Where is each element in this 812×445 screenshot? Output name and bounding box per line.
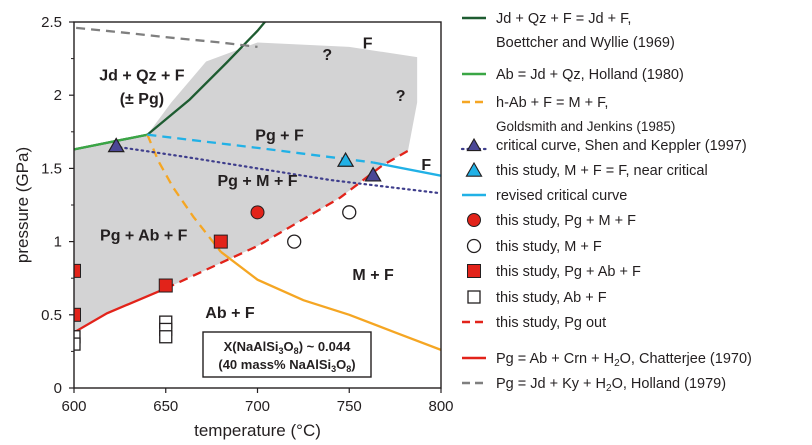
region-label-: ? — [396, 88, 406, 105]
curve-pg-ab-crn-h2o-chatterjee-1970 — [74, 287, 167, 334]
legend-h-ab-f-m-f-label: h-Ab + F = M + F, — [496, 95, 608, 111]
region-label-pg-f: Pg + F — [255, 128, 304, 145]
legend-this-study-m-f-swatch — [466, 238, 482, 254]
composition-line-1: X(NaAlSi3O8) ~ 0.044 — [224, 339, 352, 356]
curve-revised-critical-curve-solid — [372, 161, 441, 177]
y-axis-title: pressure (GPa) — [13, 147, 32, 263]
curve-h-ab-f-m-f-solid — [220, 250, 441, 351]
legend-revised-critical-curve-label: revised critical curve — [496, 188, 627, 204]
point-this-study-pg-ab-f-0 — [74, 263, 81, 278]
legend-pg-jd-ky-h2o-holland-1979-label: Pg = Jd + Ky + H2O, Holland (1979) — [496, 376, 726, 394]
region-label-jd-qz-f: Jd + Qz + F — [99, 68, 185, 85]
x-tick-label: 650 — [153, 398, 178, 415]
point-this-study-ab-f-4 — [159, 330, 173, 344]
composition-box — [202, 331, 372, 378]
x-tick-label: 750 — [337, 398, 362, 415]
x-tick-label: 700 — [245, 398, 270, 415]
legend-this-study-pg-ab-f-swatch — [467, 264, 481, 278]
legend-this-study-pg-ab-f-label: this study, Pg + Ab + F — [496, 264, 641, 280]
curve-revised-critical-curve — [147, 133, 374, 164]
point-this-study-m-f-1 — [342, 205, 357, 220]
curve-critical-curve-shen-and-keppler-1997 — [113, 145, 441, 195]
legend-h-ab-f-m-f-label-2: Goldsmith and Jenkins (1985) — [496, 119, 675, 134]
region-label-f: F — [363, 35, 373, 52]
legend-ab-jd-qz-holland-1980-label: Ab = Jd + Qz, Holland (1980) — [496, 67, 684, 83]
region-label-ab-f: Ab + F — [205, 305, 255, 322]
point-this-study-pg-m-f-0 — [250, 205, 265, 220]
point-this-study-ab-f-1 — [74, 337, 81, 351]
legend-this-study-pg-m-f-label: this study, Pg + M + F — [496, 213, 636, 229]
y-tick-label: 1 — [54, 234, 62, 251]
region-label-pg: (± Pg) — [120, 91, 164, 108]
legend-this-study-pg-m-f-swatch — [467, 213, 481, 227]
x-tick-label: 600 — [61, 398, 86, 415]
point-this-study-pg-ab-f-2 — [158, 278, 173, 293]
legend-pg-ab-crn-h2o-chatterjee-1970-label: Pg = Ab + Crn + H2O, Chatterjee (1970) — [496, 351, 752, 369]
legend-jd-qz-f-jd-f-label-2: Boettcher and Wyllie (1969) — [496, 35, 675, 51]
x-axis-title: temperature (°C) — [194, 421, 321, 440]
region-label-m-f: M + F — [352, 267, 394, 284]
y-tick-label: 0 — [54, 380, 62, 397]
legend-this-study-ab-f-swatch — [467, 290, 481, 304]
region-label-pg-m-f: Pg + M + F — [217, 173, 297, 190]
legend-critical-curve-shen-and-keppler-1997-label: critical curve, Shen and Keppler (1997) — [496, 138, 747, 154]
legend-this-study-m-f-f-near-critical-swatch — [465, 161, 483, 177]
legend-jd-qz-f-jd-f-label: Jd + Qz + F = Jd + F, — [496, 11, 631, 27]
legend-this-study-m-f-f-near-critical-label: this study, M + F = F, near critical — [496, 163, 708, 179]
point-this-study-pg-ab-f-3 — [213, 234, 228, 249]
point-critical-curve-shen-and-keppler-1997-0 — [107, 137, 125, 153]
y-tick-label: 1.5 — [41, 160, 62, 177]
pg-stability-region — [74, 42, 418, 333]
composition-line-2: (40 mass% NaAlSi3O8) — [218, 357, 355, 374]
point-this-study-m-f-f-near-critical-0 — [336, 151, 355, 167]
region-label-: ? — [322, 47, 332, 64]
legend-critical-curve-shen-and-keppler-1997-marker — [466, 137, 482, 152]
y-tick-label: 0.5 — [41, 307, 62, 324]
region-label-f: F — [421, 157, 431, 174]
legend-this-study-m-f-label: this study, M + F — [496, 239, 602, 255]
point-this-study-ab-f-0 — [74, 330, 81, 344]
region-label-pg-ab-f: Pg + Ab + F — [100, 227, 188, 244]
y-tick-label: 2.5 — [41, 14, 62, 31]
legend-this-study-ab-f-label: this study, Ab + F — [496, 290, 607, 306]
point-critical-curve-shen-and-keppler-1997-1 — [364, 166, 382, 182]
point-this-study-m-f-0 — [287, 234, 302, 249]
curve-this-study-pg-out — [165, 149, 409, 290]
curve-pg-jd-ky-h2o-holland-1979 — [74, 26, 258, 49]
legend-this-study-pg-out-label: this study, Pg out — [496, 315, 606, 331]
y-tick-label: 2 — [54, 87, 62, 104]
point-this-study-pg-ab-f-1 — [74, 307, 81, 322]
curve-ab-jd-qz-holland-1980 — [74, 133, 148, 151]
x-tick-label: 800 — [428, 398, 453, 415]
